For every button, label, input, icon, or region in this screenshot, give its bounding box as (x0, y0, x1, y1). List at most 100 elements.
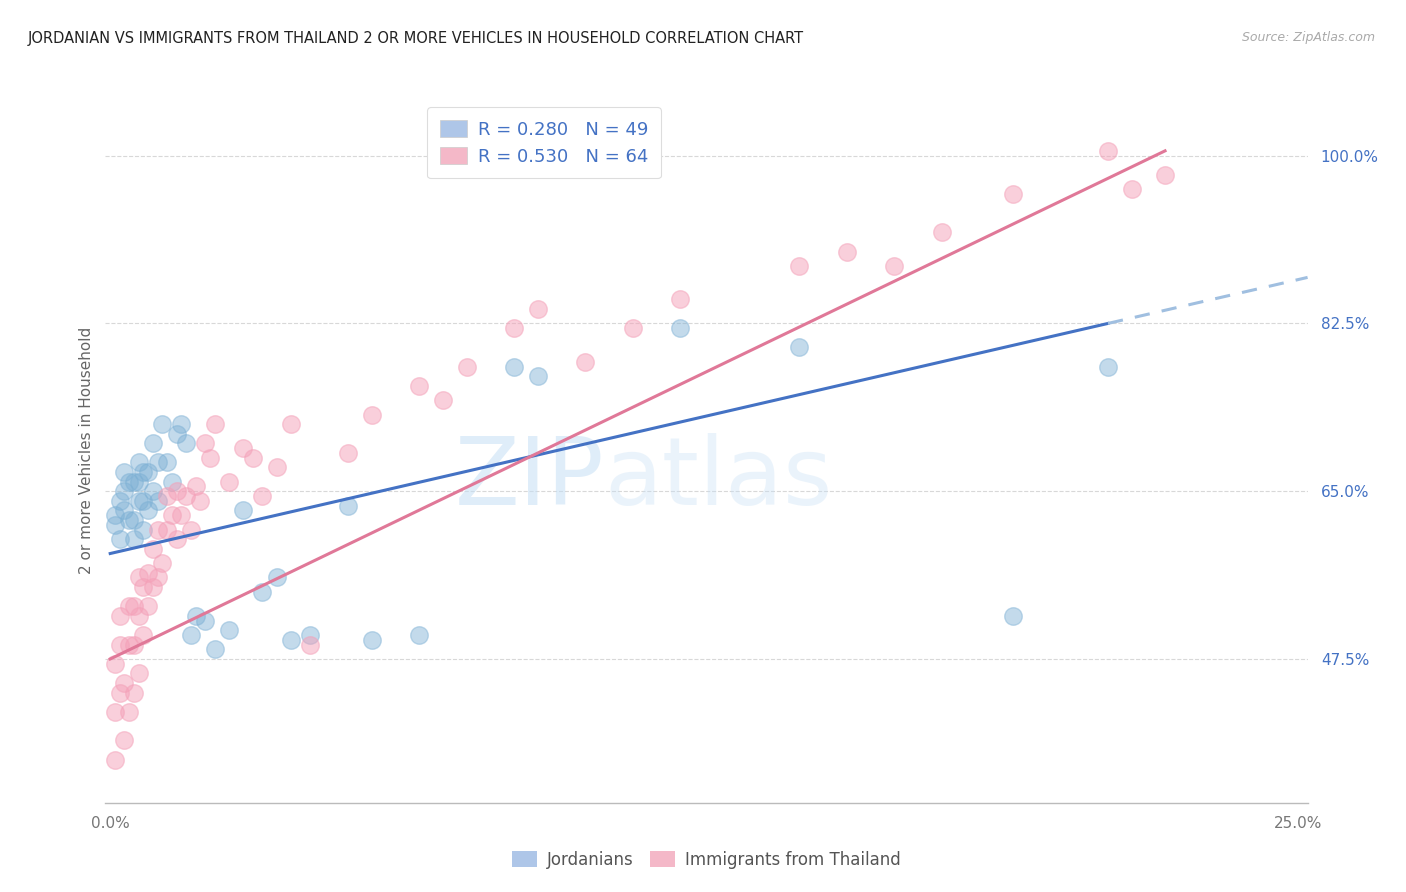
Point (360, 408, 382, 422)
Point (136, 465, 159, 479)
Text: JORDANIAN VS IMMIGRANTS FROM THAILAND 2 OR MORE VEHICLES IN HOUSEHOLD CORRELATIO: JORDANIAN VS IMMIGRANTS FROM THAILAND 2 … (28, 31, 804, 46)
Point (232, 503, 254, 517)
Point (298, 638, 321, 652)
Point (669, 293, 692, 307)
Point (146, 523, 169, 537)
Text: ZIP: ZIP (454, 433, 605, 524)
Point (128, 475, 150, 489)
Point (280, 417, 302, 431)
Point (122, 685, 145, 699)
Point (218, 475, 240, 489)
Point (156, 489, 179, 503)
Point (108, 532, 131, 546)
Point (1097, 144, 1119, 158)
Point (166, 426, 188, 441)
Point (180, 628, 202, 642)
Point (114, 465, 136, 479)
Point (503, 321, 526, 335)
Point (122, 599, 145, 614)
Point (360, 632, 382, 647)
Point (190, 493, 212, 508)
Point (174, 436, 197, 450)
Point (160, 508, 183, 523)
Point (204, 417, 226, 431)
Point (298, 628, 321, 642)
Point (104, 517, 127, 532)
Point (194, 436, 217, 450)
Point (136, 503, 159, 517)
Point (104, 657, 127, 671)
Point (280, 632, 302, 647)
Point (931, 225, 953, 239)
Point (118, 475, 141, 489)
Point (128, 493, 150, 508)
Point (1097, 359, 1119, 374)
Point (142, 436, 165, 450)
Point (146, 570, 169, 584)
Point (527, 301, 550, 316)
Point (621, 321, 644, 335)
Point (242, 450, 264, 465)
Point (198, 450, 221, 465)
Point (146, 493, 169, 508)
Point (252, 489, 274, 503)
Point (336, 446, 359, 460)
Point (266, 570, 288, 584)
Point (503, 359, 526, 374)
Point (128, 608, 150, 623)
Point (835, 244, 858, 259)
Point (122, 638, 145, 652)
Point (574, 355, 596, 369)
Point (118, 513, 141, 527)
Point (118, 638, 141, 652)
Point (152, 556, 174, 570)
Point (787, 340, 810, 354)
Point (114, 676, 136, 690)
Point (142, 580, 165, 594)
Point (1001, 186, 1024, 201)
Point (1154, 168, 1177, 182)
Point (128, 666, 150, 681)
Point (184, 479, 207, 493)
Point (104, 705, 127, 719)
Point (152, 417, 174, 431)
Point (114, 733, 136, 747)
Point (142, 484, 165, 499)
Point (146, 455, 169, 469)
Point (108, 638, 131, 652)
Point (170, 508, 193, 523)
Point (132, 580, 155, 594)
Point (408, 628, 430, 642)
Point (128, 570, 150, 584)
Point (160, 475, 183, 489)
Point (527, 369, 550, 384)
Point (883, 259, 905, 273)
Point (108, 685, 131, 699)
Point (118, 705, 141, 719)
Point (132, 628, 155, 642)
Point (156, 455, 179, 469)
Point (166, 532, 188, 546)
Point (194, 614, 217, 628)
Point (122, 532, 145, 546)
Point (104, 753, 127, 767)
Point (336, 499, 359, 513)
Point (136, 599, 159, 614)
Point (204, 642, 226, 657)
Point (104, 508, 127, 523)
Point (432, 393, 454, 408)
Point (122, 475, 145, 489)
Text: Source: ZipAtlas.com: Source: ZipAtlas.com (1241, 31, 1375, 45)
Point (136, 566, 159, 580)
Point (132, 493, 155, 508)
Point (252, 585, 274, 599)
Point (1001, 608, 1024, 623)
Point (174, 489, 197, 503)
Point (1121, 182, 1143, 196)
Point (218, 624, 240, 638)
Point (122, 513, 145, 527)
Point (128, 455, 150, 469)
Point (132, 523, 155, 537)
Y-axis label: 2 or more Vehicles in Household: 2 or more Vehicles in Household (79, 326, 94, 574)
Text: atlas: atlas (605, 433, 832, 524)
